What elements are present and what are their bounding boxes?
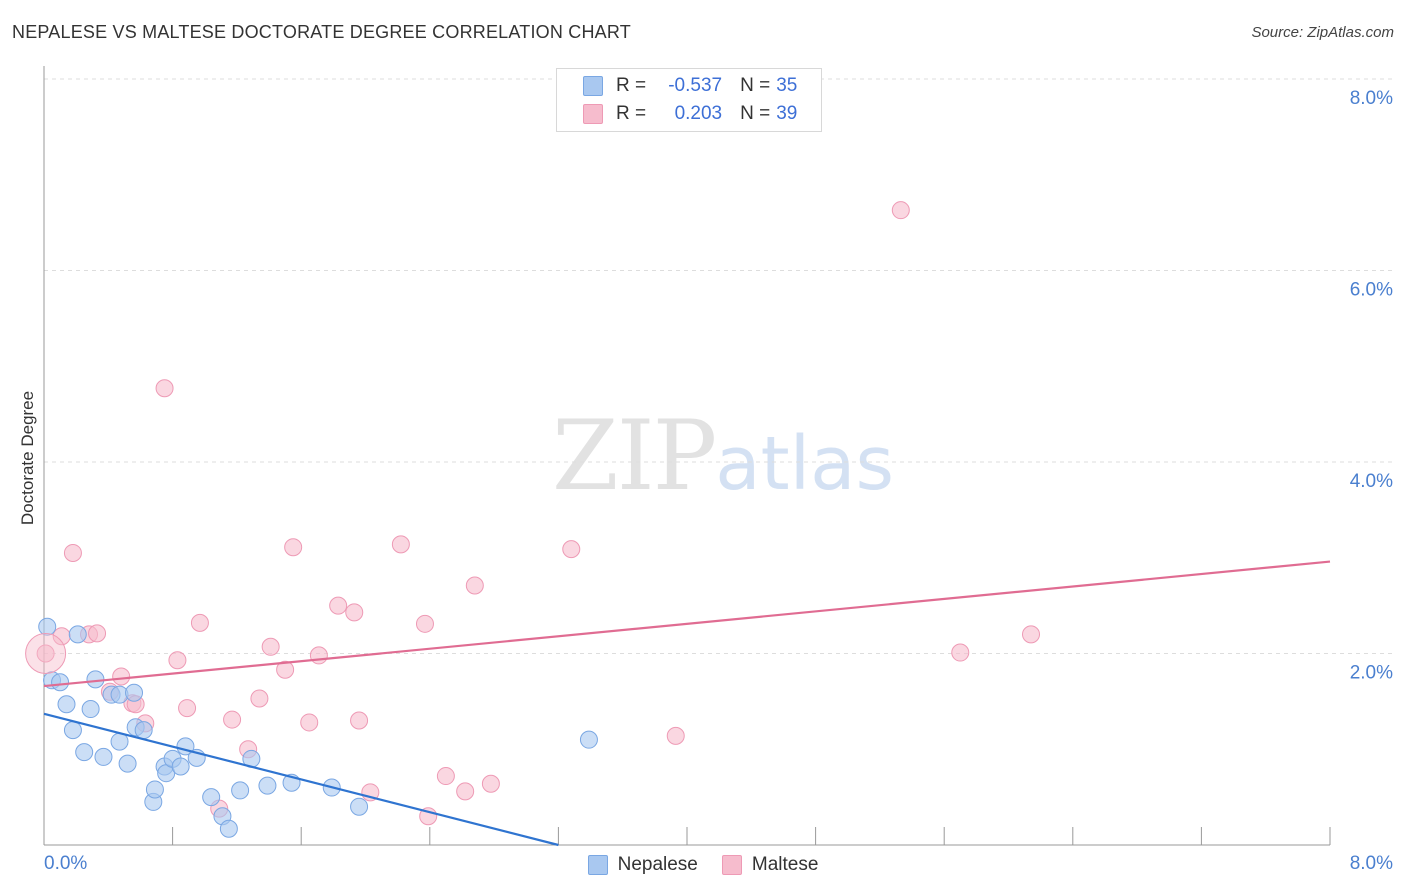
y-tick-label: 8.0% <box>1350 88 1393 109</box>
nepalese-point <box>63 721 82 740</box>
r-value: 0.203 <box>674 103 723 124</box>
maltese-point <box>415 614 434 633</box>
nepalese-point <box>171 757 190 776</box>
axis-labels: 2.0% 4.0% 6.0% 8.0% 0.0% 8.0% Doctorate Degree <box>18 88 1393 874</box>
correlation-legend: R = -0.537 N = 35 R = 0.203 N = 39 <box>556 68 822 132</box>
y-axis-title: Doctorate Degree <box>18 391 37 525</box>
watermark-logo: ZIPatlas <box>552 400 894 512</box>
maltese-point <box>250 689 269 708</box>
maltese-point <box>276 660 295 679</box>
maltese-point <box>190 613 209 632</box>
n-value: 39 <box>776 103 798 124</box>
nepalese-point <box>68 625 87 644</box>
maltese-point <box>951 643 970 662</box>
nepalese-point <box>75 743 94 762</box>
nepalese-point <box>134 721 153 740</box>
maltese-point <box>465 576 484 595</box>
series-legend: Nepalese Maltese <box>0 852 1406 878</box>
maltese-point <box>300 713 319 732</box>
maltese-point <box>666 726 685 745</box>
maltese-point <box>562 540 581 559</box>
maltese-point <box>178 699 197 718</box>
legend-row-nepalese: R = -0.537 N = 35 <box>583 75 797 97</box>
nepalese-point <box>38 617 57 636</box>
nepalese-swatch <box>587 855 608 875</box>
maltese-point <box>891 201 910 220</box>
maltese-point <box>63 543 82 562</box>
maltese-swatch <box>583 104 603 124</box>
nepalese-point <box>51 673 70 692</box>
nepalese-point <box>118 754 137 773</box>
nepalese-point <box>202 788 221 807</box>
watermark-zip: ZIP <box>552 400 717 512</box>
maltese-point <box>36 644 55 663</box>
legend-row-maltese: R = 0.203 N = 39 <box>583 103 797 125</box>
nepalese-point <box>258 776 277 795</box>
legend-label: Nepalese <box>617 854 698 875</box>
maltese-point <box>436 767 455 786</box>
n-label: N = <box>740 75 771 96</box>
chart-title: NEPALESE VS MALTESE DOCTORATE DEGREE COR… <box>12 22 631 42</box>
maltese-point-large <box>25 633 67 674</box>
maltese-point <box>1022 625 1041 644</box>
maltese-point <box>155 379 174 398</box>
r-label: R = <box>616 103 647 124</box>
maltese-point <box>309 646 328 665</box>
source-credit: Source: ZipAtlas.com <box>1251 24 1394 41</box>
nepalese-point <box>579 730 598 749</box>
maltese-point <box>112 667 131 686</box>
nepalese-point <box>145 780 164 799</box>
maltese-point <box>168 651 187 670</box>
maltese-trend-line <box>43 560 1331 688</box>
n-label: N = <box>740 103 771 124</box>
y-tick-label: 4.0% <box>1350 471 1393 492</box>
maltese-point <box>481 774 500 793</box>
nepalese-point <box>94 747 113 766</box>
nepalese-point <box>125 683 144 702</box>
nepalese-point <box>57 695 76 714</box>
gridlines <box>44 78 1392 654</box>
y-tick-label: 2.0% <box>1350 663 1393 684</box>
watermark-atlas: atlas <box>715 421 895 507</box>
maltese-point <box>88 624 107 643</box>
x-tick-label: 8.0% <box>1350 853 1393 874</box>
maltese-point <box>456 782 475 801</box>
maltese-swatch <box>721 855 742 875</box>
nepalese-point <box>81 700 100 719</box>
legend-item-maltese[interactable]: Maltese <box>721 854 819 876</box>
nepalese-point <box>86 670 105 689</box>
r-label: R = <box>616 75 647 96</box>
maltese-point <box>261 637 280 656</box>
maltese-point <box>350 711 369 730</box>
r-value: -0.537 <box>668 75 723 96</box>
nepalese-swatch <box>583 76 603 96</box>
x-tick-label: 0.0% <box>44 853 87 874</box>
maltese-point <box>391 535 410 554</box>
nepalese-point <box>219 819 238 838</box>
y-tick-label: 6.0% <box>1350 280 1393 301</box>
data-points <box>25 201 1041 838</box>
legend-label: Maltese <box>751 854 819 875</box>
maltese-point <box>284 538 303 557</box>
nepalese-point <box>350 797 369 816</box>
trend-lines <box>43 560 1331 847</box>
maltese-point <box>345 603 364 622</box>
legend-item-nepalese[interactable]: Nepalese <box>587 854 698 876</box>
nepalese-trend-line <box>43 712 559 847</box>
n-value: 35 <box>776 75 798 96</box>
axes <box>43 66 1331 846</box>
maltese-point <box>223 710 242 729</box>
maltese-point <box>329 596 348 615</box>
nepalese-point <box>231 781 250 800</box>
